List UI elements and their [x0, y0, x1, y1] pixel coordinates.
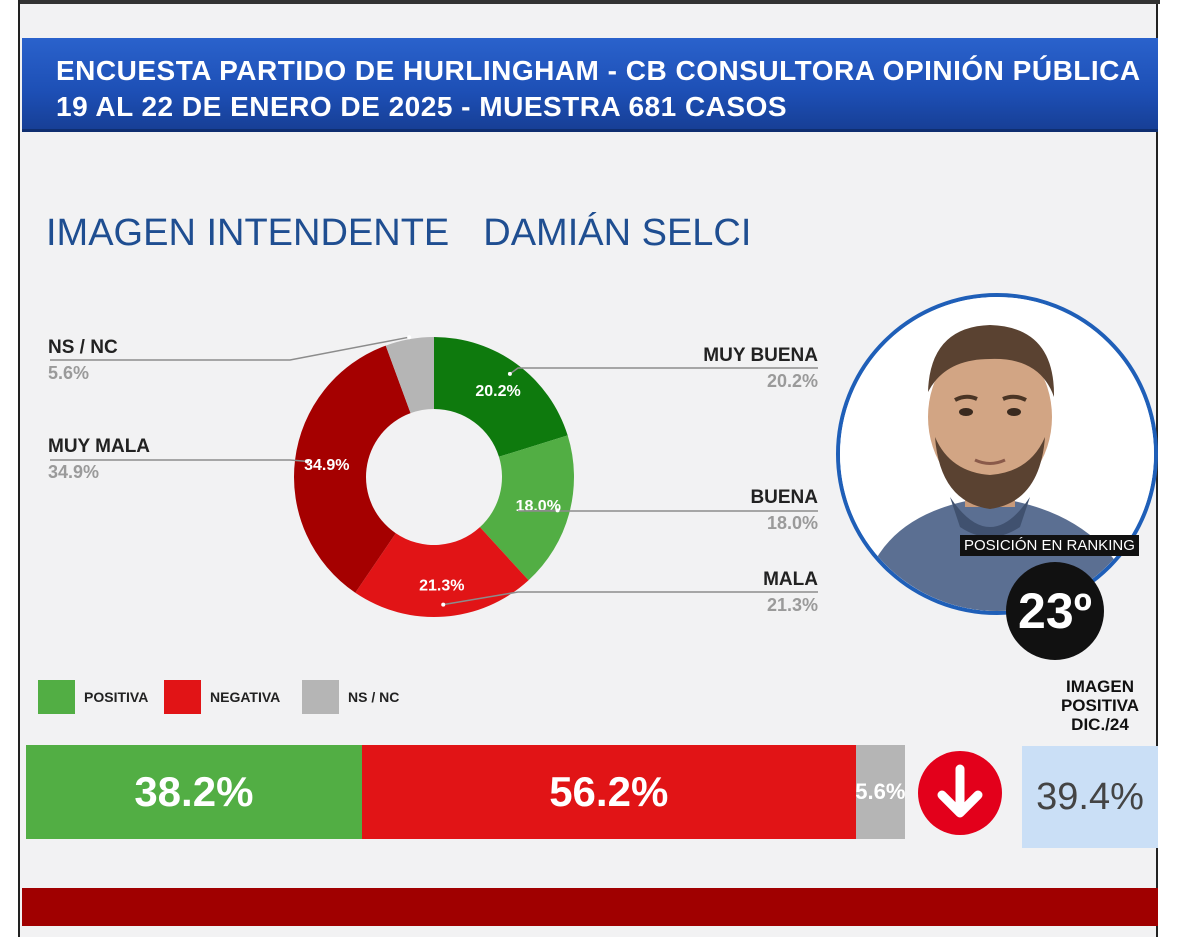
header-banner: ENCUESTA PARTIDO DE HURLINGHAM - CB CONS…	[22, 38, 1158, 132]
label-muy-buena: MUY BUENA	[703, 345, 818, 366]
ranking-label: POSICIÓN EN RANKING	[960, 535, 1139, 556]
value-muy-buena: 20.2%	[766, 371, 818, 391]
value-nsnc: 5.6%	[48, 363, 90, 383]
header-line-2: 19 AL 22 DE ENERO DE 2025 - MUESTRA 681 …	[56, 91, 788, 122]
legend-label-nsnc: NS / NC	[348, 689, 400, 705]
previous-label-line-1: IMAGEN	[1066, 677, 1134, 696]
bar-segment-negative: 56.2%	[361, 745, 856, 839]
previous-label-line-2: POSITIVA	[1060, 696, 1140, 715]
leader-line-muy-buena	[509, 367, 818, 375]
footer-bar	[22, 888, 1158, 926]
title-name: DAMIÁN SELCI	[483, 212, 752, 254]
donut-slice-mala	[355, 527, 529, 618]
donut-label-mala: 21.3%	[419, 578, 464, 595]
value-buena: 18.0%	[766, 513, 818, 533]
legend-label-positive: POSITIVA	[84, 689, 149, 705]
legend-swatch-nsnc	[302, 680, 339, 714]
mayor-photo	[836, 293, 1158, 615]
donut-label-muy-mala: 34.9%	[304, 457, 349, 474]
title-prefix: IMAGEN INTENDENTE	[46, 212, 450, 254]
previous-value: 39.4%	[1022, 746, 1158, 848]
legend-label-negative: NEGATIVA	[210, 689, 281, 705]
slide-frame: ENCUESTA PARTIDO DE HURLINGHAM - CB CONS…	[18, 0, 1160, 937]
value-mala: 21.3%	[766, 595, 818, 615]
label-buena: BUENA	[750, 487, 818, 508]
label-mala: MALA	[763, 569, 818, 590]
chart-title: IMAGEN INTENDENTE DAMIÁN SELCI	[46, 212, 751, 255]
leader-line-mala	[443, 591, 818, 606]
header-line-1: ENCUESTA PARTIDO DE HURLINGHAM - CB CONS…	[56, 55, 1141, 86]
leader-line-nsnc	[50, 336, 410, 361]
leader-dot-buena	[555, 508, 560, 513]
previous-label: IMAGEN POSITIVA DIC./24	[1030, 677, 1170, 734]
donut-slice-nsnc	[385, 337, 434, 414]
donut-label-muy-buena: 20.2%	[475, 383, 520, 400]
legend-swatch-negative	[164, 680, 201, 714]
label-nsnc: NS / NC	[48, 337, 118, 358]
previous-label-line-3: DIC./24	[1071, 715, 1129, 734]
top-border	[20, 0, 1160, 4]
leader-dot-muy-buena	[507, 371, 512, 376]
donut-slice-muy-buena	[434, 337, 568, 457]
leader-dot-muy-mala	[304, 459, 309, 464]
leader-dot-nsnc	[407, 335, 412, 340]
donut-slice-muy-mala	[294, 345, 411, 593]
donut-slice-buena	[479, 435, 574, 581]
ranking-position-badge: 23º	[1006, 562, 1104, 660]
leader-dot-mala	[441, 602, 446, 607]
donut-chart: 20.2% 18.0% 21.3% 34.9%	[50, 335, 818, 618]
donut-label-buena: 18.0%	[516, 498, 561, 515]
bar-segment-nsnc: 5.6%	[855, 745, 905, 839]
bar-segment-positive: 38.2%	[26, 745, 362, 839]
leader-line-muy-mala	[50, 459, 308, 463]
leader-line-buena	[517, 509, 818, 512]
arrow-down-icon	[918, 751, 1002, 835]
value-muy-mala: 34.9%	[48, 462, 100, 482]
portrait-illustration	[840, 297, 1154, 611]
label-muy-mala: MUY MALA	[48, 436, 151, 457]
legend-swatch-positive	[38, 680, 75, 714]
